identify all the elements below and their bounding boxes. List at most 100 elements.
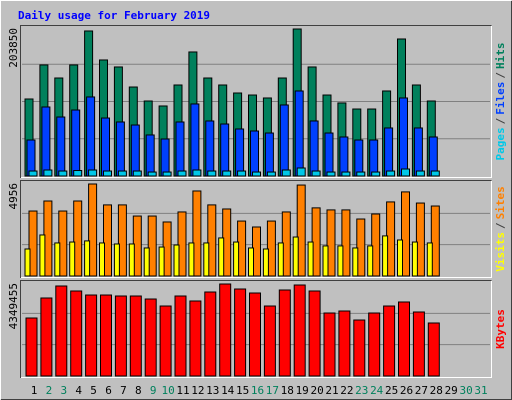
x-tick-label: 24 bbox=[370, 384, 384, 397]
x-tick-label: 29 bbox=[445, 384, 458, 397]
bar bbox=[399, 97, 408, 177]
x-tick-label: 5 bbox=[90, 384, 97, 397]
panel-frame-dark bbox=[20, 180, 492, 278]
x-tick-label: 6 bbox=[105, 384, 112, 397]
bar bbox=[84, 240, 91, 277]
bar bbox=[323, 312, 336, 377]
x-tick-label: 30 bbox=[459, 384, 472, 397]
x-tick-label: 20 bbox=[310, 384, 323, 397]
bar bbox=[322, 245, 329, 277]
x-tick-label: 7 bbox=[120, 384, 127, 397]
bar bbox=[341, 209, 351, 277]
bar bbox=[117, 170, 127, 177]
bar bbox=[411, 241, 418, 277]
legend-entry: Visits bbox=[494, 232, 507, 272]
bar bbox=[130, 124, 140, 177]
y-tick-label: 4956 bbox=[7, 183, 20, 210]
bar bbox=[326, 171, 336, 177]
bar bbox=[222, 170, 232, 177]
bar bbox=[203, 242, 210, 277]
bar bbox=[371, 213, 381, 277]
bar bbox=[40, 297, 53, 377]
x-tick-label: 22 bbox=[340, 384, 353, 397]
bar bbox=[371, 171, 381, 177]
legend: Visits / Sites bbox=[494, 186, 507, 272]
bar bbox=[115, 121, 125, 177]
bar bbox=[382, 235, 389, 277]
bar bbox=[192, 169, 202, 177]
bar bbox=[174, 295, 187, 377]
bar bbox=[262, 248, 269, 277]
bar bbox=[356, 171, 366, 177]
bar bbox=[293, 284, 306, 377]
x-tick-label: 16 bbox=[251, 384, 264, 397]
x-tick-label: 23 bbox=[355, 384, 368, 397]
legend-entry: Sites bbox=[494, 186, 507, 219]
bar bbox=[369, 139, 379, 177]
bar bbox=[158, 246, 165, 277]
bar bbox=[147, 215, 157, 277]
bar bbox=[235, 128, 245, 177]
bar bbox=[397, 239, 403, 277]
bar bbox=[70, 290, 83, 377]
bar bbox=[338, 310, 351, 377]
bar bbox=[204, 291, 217, 377]
bar bbox=[175, 121, 185, 177]
x-tick-label: 8 bbox=[135, 384, 142, 397]
bar bbox=[177, 211, 187, 277]
bar bbox=[188, 242, 195, 277]
bar bbox=[39, 234, 46, 277]
legend-separator: / bbox=[494, 72, 507, 79]
bar bbox=[128, 243, 135, 277]
bar bbox=[207, 170, 217, 177]
legend-separator: / bbox=[494, 117, 507, 124]
bar bbox=[281, 169, 291, 177]
x-tick-label: 21 bbox=[325, 384, 338, 397]
x-tick-label: 15 bbox=[236, 384, 249, 397]
bar bbox=[58, 170, 68, 177]
bar bbox=[145, 134, 155, 177]
x-tick-label: 2 bbox=[46, 384, 53, 397]
bar bbox=[412, 311, 425, 377]
bar bbox=[415, 170, 425, 177]
bar bbox=[401, 191, 410, 277]
bar bbox=[250, 130, 259, 177]
legend-entry: Pages bbox=[494, 127, 507, 160]
bar bbox=[160, 138, 170, 177]
bar bbox=[25, 317, 38, 377]
x-tick-label: 13 bbox=[206, 384, 219, 397]
bar bbox=[220, 123, 230, 177]
bar bbox=[326, 209, 336, 277]
bar bbox=[263, 305, 276, 377]
bar bbox=[367, 245, 374, 277]
panel-frame-dark bbox=[20, 25, 492, 178]
bar bbox=[234, 288, 247, 377]
x-tick-label: 25 bbox=[385, 384, 398, 397]
bar bbox=[430, 205, 440, 277]
bar bbox=[368, 312, 381, 377]
bar bbox=[398, 301, 410, 377]
panel-frame-light bbox=[21, 26, 492, 178]
y-tick-label: 203850 bbox=[7, 28, 20, 68]
bar bbox=[341, 171, 351, 177]
bar bbox=[144, 298, 157, 377]
bar bbox=[101, 117, 110, 177]
bar bbox=[383, 305, 396, 377]
bar bbox=[41, 106, 51, 177]
bar bbox=[219, 283, 232, 377]
panel-frame-light bbox=[21, 281, 492, 378]
x-tick-label: 17 bbox=[266, 384, 279, 397]
legend-entry: Files bbox=[494, 82, 507, 115]
bar bbox=[71, 109, 81, 177]
panel-frame-dark bbox=[20, 280, 492, 378]
x-tick-label: 10 bbox=[161, 384, 174, 397]
x-tick-label: 14 bbox=[221, 384, 235, 397]
bar bbox=[73, 170, 83, 177]
bar bbox=[296, 184, 306, 277]
bar bbox=[430, 170, 440, 177]
chart-title: Daily usage for February 2019 bbox=[18, 9, 210, 22]
bar bbox=[264, 132, 274, 177]
bar bbox=[353, 319, 366, 377]
bar bbox=[117, 204, 127, 277]
